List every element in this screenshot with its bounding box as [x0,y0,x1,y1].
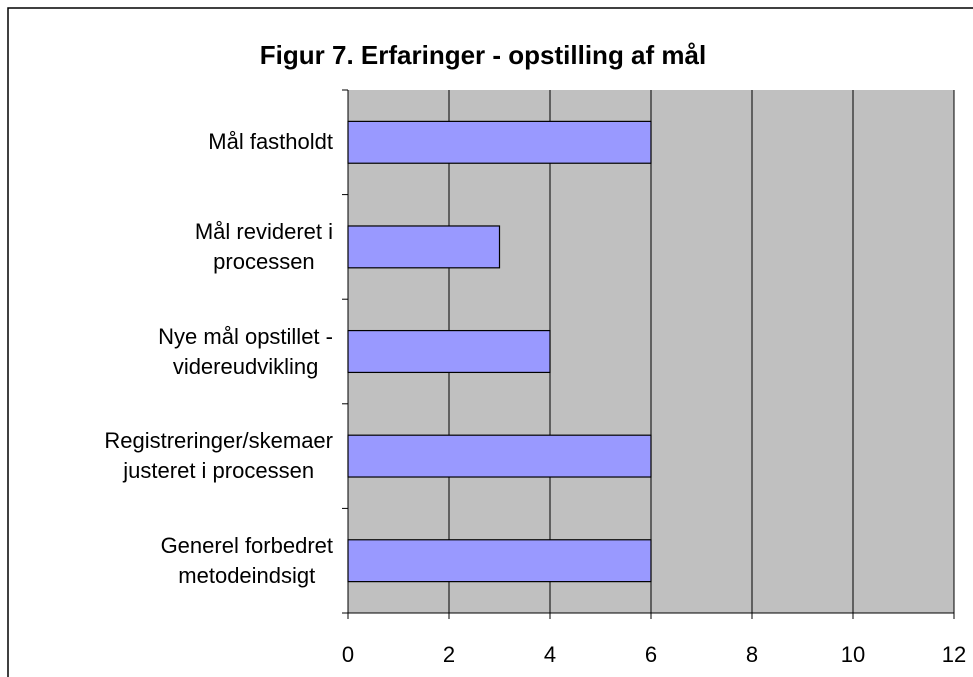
y-tick-label: Registreringer/skemaer justeret i proces… [104,428,333,484]
bar [347,434,652,478]
bar [347,539,652,583]
x-tick-label: 4 [544,642,556,667]
bar [347,329,551,374]
y-tick-label: Mål revideret i processen [194,218,333,274]
y-tick-label: Mål fastholdt [208,129,333,155]
x-tick-label: 10 [841,642,865,667]
x-tick-label: 6 [645,642,657,667]
bar [347,120,652,164]
chart-title: Figur 7. Erfaringer - opstilling af mål [260,40,706,70]
x-tick-label: 8 [746,642,758,667]
bar [347,225,501,269]
y-tick-label: Nye mål opstillet - videreudvikling [158,323,333,379]
x-tick-label: 2 [443,642,455,667]
x-tick-label: 0 [342,642,354,667]
y-tick-label: Generel forbedret metodeindsigt [160,532,333,588]
x-tick-label: 12 [942,642,966,667]
